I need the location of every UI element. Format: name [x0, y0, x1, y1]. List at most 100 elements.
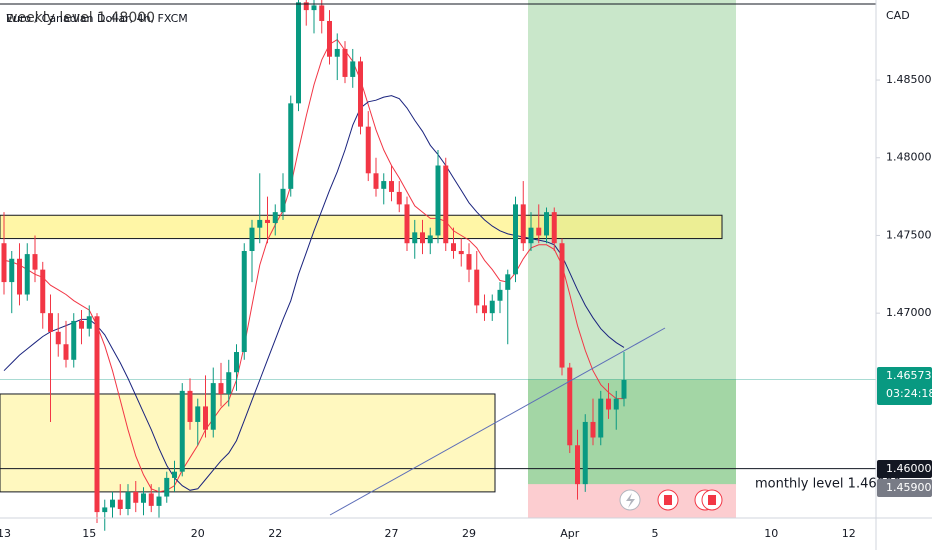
candle-body	[226, 372, 232, 394]
candle-body	[148, 493, 154, 506]
candle-body	[133, 491, 139, 503]
x-tick-label: 27	[385, 527, 399, 540]
x-tick-label: 22	[268, 527, 282, 540]
candle-body	[528, 227, 534, 244]
candle-body	[505, 274, 511, 290]
candle-body	[71, 320, 77, 360]
candle-body	[203, 406, 208, 430]
moving-average	[3, 38, 624, 493]
symbol-title: Euro / Canadian Dollar, 4h, FXCM	[6, 12, 188, 25]
plot	[1, 0, 627, 531]
candle-body	[311, 5, 317, 11]
event-icon-glyph	[708, 495, 716, 505]
candle-body	[482, 305, 487, 314]
candle-body	[373, 173, 379, 189]
candle-body	[389, 181, 394, 192]
price-countdown: 03:24:18	[886, 387, 932, 400]
y-tick-label: 1.48500	[886, 73, 932, 86]
candle-body	[156, 496, 162, 506]
candle-body	[241, 250, 247, 353]
candle-body	[32, 254, 38, 270]
candle-body	[342, 48, 348, 77]
candle-body	[350, 61, 356, 77]
candle-body	[24, 254, 30, 295]
candle-body	[94, 316, 100, 513]
candle-body	[590, 421, 596, 438]
x-tick-label: 29	[462, 527, 476, 540]
candle-body	[79, 320, 84, 329]
y-tick-label: 1.47500	[886, 228, 932, 241]
candle-body	[551, 212, 557, 244]
candle-body	[358, 61, 363, 127]
candle-body	[125, 491, 131, 509]
y-tick-label: 1.47000	[886, 306, 932, 319]
x-tick-label: 5	[652, 527, 659, 540]
candle-body	[210, 383, 216, 430]
x-tick-label: 10	[764, 527, 778, 540]
candle-body	[280, 188, 286, 213]
candle-body	[536, 227, 542, 236]
candle-body	[497, 289, 503, 301]
candle-body	[412, 232, 418, 244]
candle-body	[40, 269, 46, 314]
y-tick-label: 1.48000	[886, 151, 932, 164]
candle-body	[187, 390, 193, 422]
candle-body	[544, 212, 549, 236]
zone	[0, 393, 496, 493]
candle-body	[272, 212, 278, 224]
candle-body	[327, 20, 332, 57]
candle-body	[141, 493, 146, 503]
candle-body	[613, 398, 619, 410]
candle-body	[474, 269, 480, 306]
event-icon-glyph	[664, 495, 672, 505]
candle-body	[48, 313, 53, 332]
candle-body	[621, 379, 627, 399]
candle-body	[86, 316, 92, 329]
candle-body	[303, 2, 309, 11]
candle-body	[164, 477, 170, 497]
candle-body	[55, 331, 61, 345]
price-tag-label: 1.46000	[886, 462, 932, 475]
candle-body	[218, 383, 224, 394]
candle-body	[195, 406, 201, 422]
candle-body	[63, 344, 69, 360]
position-target-zone	[528, 0, 736, 485]
candle-body	[458, 250, 464, 255]
candle-body	[404, 204, 410, 244]
candle-body	[365, 126, 371, 174]
candle-body	[117, 499, 123, 509]
candle-body	[435, 165, 441, 236]
x-tick-label: 20	[191, 527, 205, 540]
candle-body	[451, 243, 456, 251]
candle-body	[1, 243, 7, 283]
candle-body	[172, 471, 177, 478]
monthly-level-label: monthly level 1.46000	[755, 477, 901, 492]
candle-body	[567, 367, 573, 446]
candle-body	[296, 2, 301, 104]
candle-body	[427, 235, 433, 244]
candle-body	[466, 254, 472, 270]
position-open-profit	[528, 379, 736, 485]
candle-body	[598, 398, 604, 438]
event-icons	[619, 489, 723, 511]
candle-body	[381, 181, 387, 189]
candle-body	[257, 219, 263, 228]
candle-body	[249, 227, 255, 251]
candle-body	[513, 204, 518, 275]
candle-body	[443, 165, 449, 244]
price-tag-label: 1.45900	[886, 481, 932, 494]
price-tag	[877, 479, 932, 497]
candle-body	[265, 219, 270, 224]
candle-body	[489, 300, 495, 314]
candle-body	[110, 499, 115, 508]
moving-average	[3, 95, 625, 491]
trend-line	[329, 327, 666, 516]
candle-body	[9, 258, 15, 283]
candle-body	[179, 390, 185, 472]
x-tick-label: 12	[842, 527, 856, 540]
price-tag-label: 1.46573	[886, 369, 932, 382]
candle-body	[559, 243, 565, 368]
currency-label: CAD	[886, 9, 910, 22]
x-tick-label: Apr	[560, 527, 580, 540]
